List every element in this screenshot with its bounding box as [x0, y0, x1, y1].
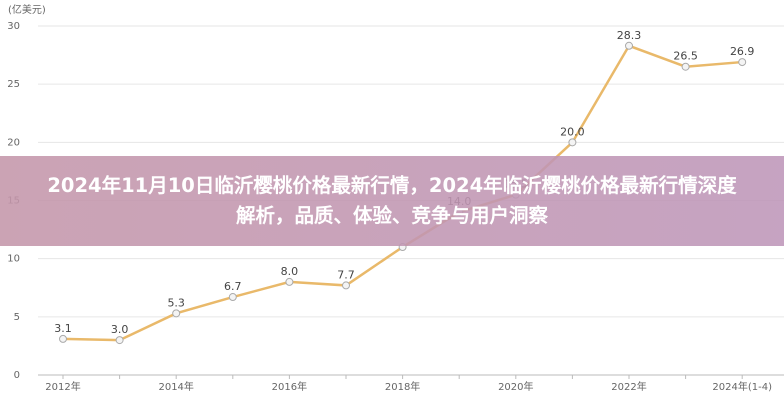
value-label: 8.0 — [281, 265, 299, 278]
value-label: 7.7 — [337, 268, 355, 281]
point — [625, 41, 633, 50]
point — [285, 277, 294, 286]
x-tick-label: 2020年 — [498, 380, 533, 393]
value-label: 28.3 — [617, 29, 642, 42]
x-tick-label: 2014年 — [158, 380, 193, 393]
x-tick-label: 2016年 — [272, 380, 307, 393]
point — [59, 334, 67, 343]
point — [115, 336, 124, 345]
value-label: 20.0 — [560, 125, 585, 138]
value-label: 6.7 — [224, 280, 242, 293]
x-tick-label: 2022年 — [611, 380, 646, 393]
value-label: 3.0 — [111, 323, 129, 336]
value-label: 26.5 — [673, 50, 698, 63]
x-tick-label: 2012年 — [45, 380, 80, 393]
point — [681, 62, 690, 71]
value-label: 26.9 — [730, 45, 755, 58]
banner: 2024年11月10日临沂樱桃价格最新行情，2024年临沂樱桃价格最新行情深度解… — [0, 156, 784, 246]
y-tick-label: 25 — [7, 79, 20, 90]
point — [342, 281, 350, 290]
y-tick-label: 5 — [14, 312, 20, 323]
point — [228, 293, 237, 302]
x-tick-label: 2018年 — [385, 380, 420, 393]
y-axis-label: (亿美元) — [8, 3, 46, 16]
y-tick-label: 30 — [7, 21, 20, 32]
banner-title: 2024年11月10日临沂樱桃价格最新行情，2024年临沂樱桃价格最新行情深度解… — [47, 174, 737, 227]
point — [568, 138, 577, 147]
x-tick-label: 2024年(1-4) — [712, 380, 772, 393]
point — [738, 58, 747, 67]
point — [172, 309, 181, 318]
y-tick-label: 0 — [14, 370, 20, 381]
y-tick-label: 10 — [7, 254, 20, 265]
value-label: 5.3 — [167, 296, 185, 309]
value-label: 3.1 — [54, 322, 72, 335]
y-tick-label: 20 — [7, 137, 20, 148]
